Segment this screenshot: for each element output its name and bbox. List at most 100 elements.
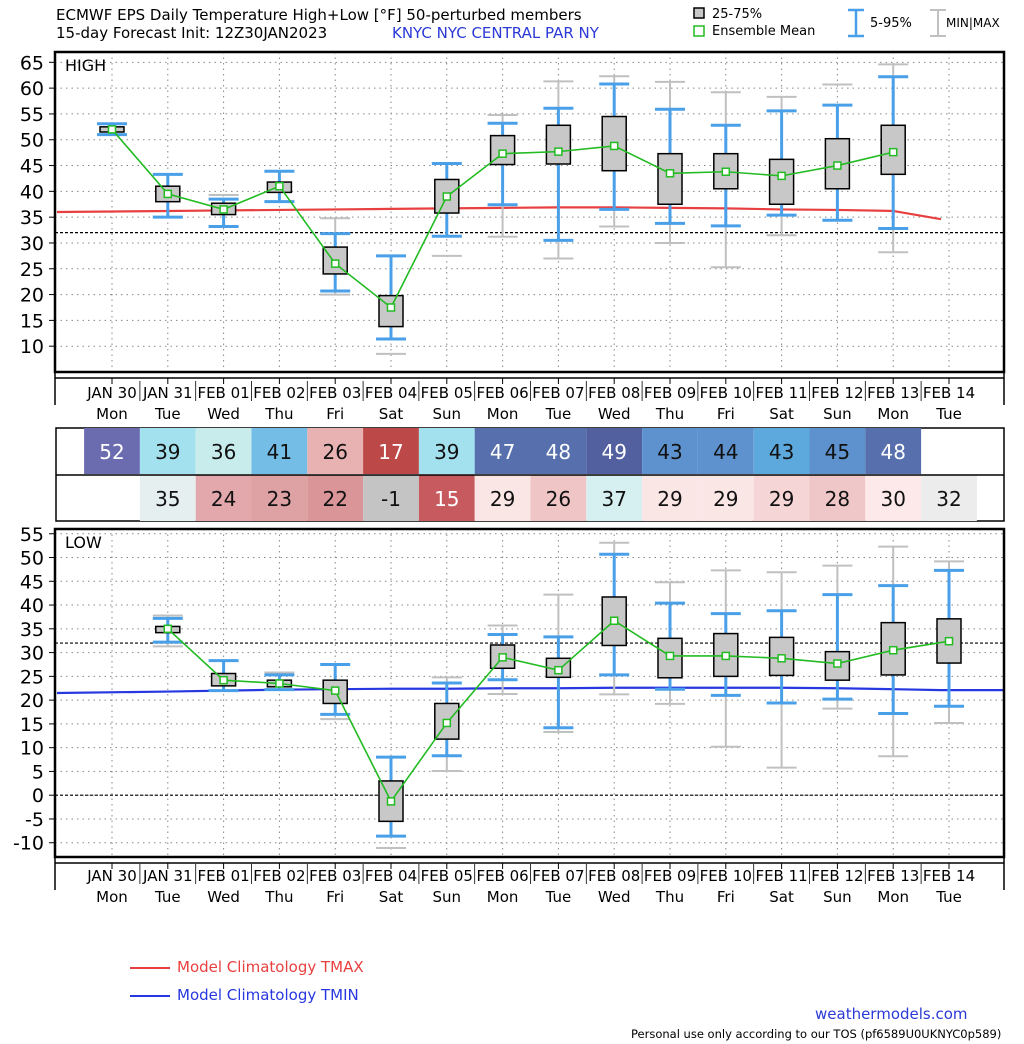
high-mean-marker [442, 192, 452, 201]
table-low-cell [642, 475, 698, 521]
low-mean-marker [721, 651, 731, 661]
high-date-label: FEB 02 [253, 384, 305, 402]
low-panel-label: LOW [65, 533, 102, 552]
table-low-value: 23 [267, 487, 292, 511]
low-ytick-label: 0 [32, 785, 44, 807]
high-mean-marker [163, 189, 173, 199]
low-plot-border [53, 527, 1006, 859]
table-high-value: 45 [825, 440, 850, 464]
table-high-value: 49 [601, 440, 626, 464]
low-mean-marker [498, 653, 507, 662]
table-low-value: 35 [155, 487, 180, 511]
high-date-label: FEB 11 [755, 384, 807, 402]
table-high-cell [139, 428, 196, 474]
low-weekday-label: Sat [769, 888, 794, 906]
high-weekday-label: Sat [769, 405, 794, 423]
low-mean-marker [665, 651, 675, 661]
low-weekday-label: Mon [96, 888, 128, 906]
high-weekday-label: Sat [379, 405, 404, 423]
low-mean-marker [833, 659, 842, 668]
table-high-value: 36 [211, 440, 236, 464]
table-high-value: 39 [155, 440, 180, 464]
low-date-label: FEB 02 [253, 867, 305, 885]
low-ytick-label: -5 [25, 809, 44, 831]
table-high-value: 39 [434, 440, 459, 464]
legend-5-95-label: 5-95% [870, 16, 912, 31]
table-low-value: 32 [936, 487, 961, 511]
tos-note: Personal use only according to our TOS (… [631, 1027, 1002, 1041]
low-ytick-label: 15 [20, 714, 44, 736]
low-date-label: FEB 13 [867, 867, 919, 885]
high-mean-marker [777, 171, 786, 181]
low-mean-marker [888, 645, 898, 655]
high-date-label: JAN 31 [142, 384, 193, 402]
low-weekday-label: Mon [877, 888, 909, 906]
table-high-cell [586, 428, 643, 474]
low-ytick-label: 30 [20, 643, 44, 665]
low-mean-marker [219, 675, 228, 685]
low-date-label: FEB 04 [365, 867, 417, 885]
table-low-value: 29 [769, 487, 794, 511]
high-climatology-line [56, 206, 942, 221]
low-date-label: FEB 14 [923, 867, 975, 885]
low-date-label: FEB 07 [532, 867, 584, 885]
high-weekday-label: Wed [207, 405, 240, 423]
high-weekday-label: Thu [264, 405, 293, 423]
table-low-value: 26 [546, 487, 571, 511]
high-weekday-label: Fri [717, 405, 735, 423]
table-low-cell [251, 475, 308, 521]
low-ytick-label: 35 [20, 619, 44, 641]
high-plot-area [55, 52, 1004, 372]
low-date-label: FEB 01 [197, 867, 249, 885]
high-weekday-label: Mon [877, 405, 909, 423]
high-ytick-label: 30 [20, 233, 44, 255]
high-mean-marker [833, 161, 842, 170]
table-low-cell [139, 475, 196, 521]
table-low-cell [307, 475, 364, 521]
low-mean-marker [275, 679, 284, 688]
table-high-value: 48 [546, 440, 571, 464]
site-credit: weathermodels.com [815, 1005, 968, 1023]
legend-mean-swatch [693, 25, 705, 37]
table-high-value: 43 [657, 440, 682, 464]
high-weekday-label: Sun [823, 405, 852, 423]
high-mean-marker [275, 181, 284, 191]
low-ytick-label: 50 [20, 548, 44, 570]
low-weekday-label: Wed [207, 888, 240, 906]
high-mean-marker [330, 259, 340, 268]
high-date-label: FEB 10 [700, 384, 752, 402]
low-mean-marker [554, 665, 563, 675]
high-mean-marker [498, 149, 507, 158]
low-weekday-label: Mon [487, 888, 519, 906]
high-ytick-label: 50 [20, 130, 44, 152]
high-ytick-label: 15 [20, 310, 44, 332]
low-date-label: FEB 08 [588, 867, 640, 885]
high-mean-marker [107, 125, 117, 134]
low-date-label: FEB 06 [476, 867, 528, 885]
table-low-value: 29 [713, 487, 738, 511]
high-iqr-box [657, 152, 683, 206]
table-high-cell [753, 428, 810, 474]
legend-iqr-label: 25-75% [712, 7, 763, 22]
table-high-cell [84, 428, 140, 474]
table-low-cell [363, 475, 419, 521]
table-high-value: 17 [378, 440, 403, 464]
low-ytick-label: -10 [13, 833, 44, 855]
table-low-cell [586, 475, 643, 521]
low-plot-area [55, 529, 1004, 857]
high-mean-marker [554, 147, 563, 156]
low-date-label: FEB 09 [644, 867, 696, 885]
table-low-cell [865, 475, 922, 521]
table-low-cell [195, 475, 252, 521]
high-weekday-label: Mon [96, 405, 128, 423]
table-low-value: 30 [880, 487, 905, 511]
high-ytick-label: 55 [20, 104, 44, 126]
table-low-value: 29 [490, 487, 515, 511]
high-weekday-label: Tue [935, 405, 962, 423]
table-high-value: 52 [99, 440, 124, 464]
low-mean-marker [777, 654, 786, 663]
high-weekday-label: Mon [487, 405, 519, 423]
low-date-label: FEB 05 [421, 867, 473, 885]
table-high-cell [697, 428, 754, 474]
high-date-label: FEB 03 [309, 384, 361, 402]
